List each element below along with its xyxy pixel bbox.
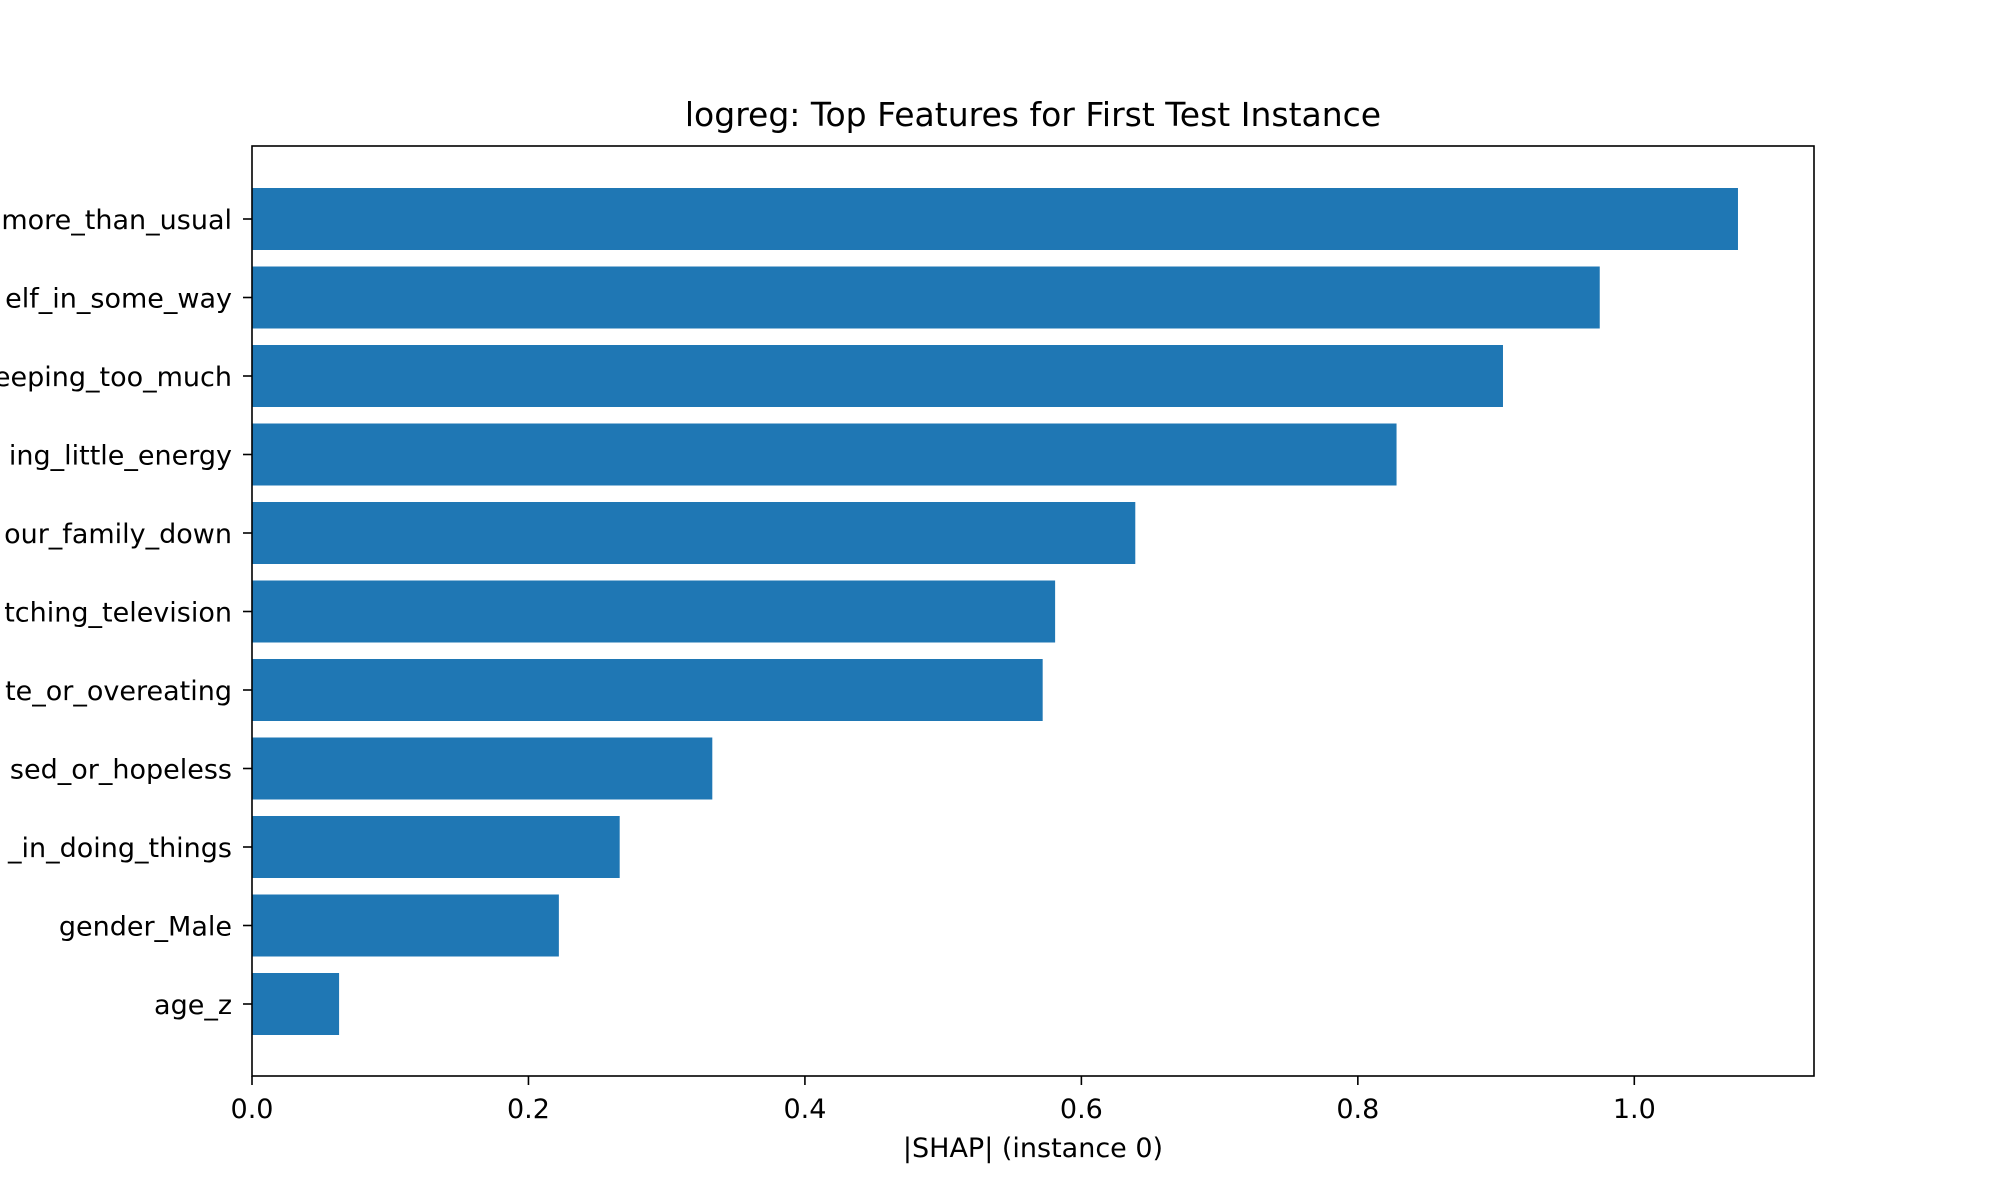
bar-8 [252, 816, 620, 878]
bar-7 [252, 737, 713, 800]
bar-3 [252, 423, 1397, 486]
plot-frame [251, 145, 1815, 1077]
y-tick-label-7: sed_or_hopeless [10, 755, 232, 786]
y-tick-label-8: _in_doing_things [7, 833, 232, 864]
y-tick-label-2: eeping_too_much [0, 362, 232, 393]
bar-1 [252, 266, 1600, 329]
y-tick-label-0: more_than_usual [1, 205, 232, 236]
y-tick-label-4: our_family_down [4, 519, 232, 550]
bar-5 [252, 580, 1056, 643]
bar-4 [252, 502, 1136, 564]
y-tick-label-5: tching_television [4, 598, 232, 629]
y-tick-label-3: ing_little_energy [9, 441, 232, 472]
y-tick-label-10: age_z [154, 990, 232, 1021]
x-tick-label-5: 1.0 [1613, 1094, 1656, 1125]
chart-title: logreg: Top Features for First Test Inst… [685, 95, 1381, 134]
bar-2 [252, 345, 1503, 407]
y-tick-label-6: te_or_overeating [5, 676, 232, 707]
x-tick-label-2: 0.4 [783, 1094, 826, 1125]
x-tick-label-3: 0.6 [1060, 1094, 1103, 1125]
x-tick-label-4: 0.8 [1336, 1094, 1379, 1125]
x-tick-label-1: 0.2 [507, 1094, 550, 1125]
y-tick-label-1: elf_in_some_way [5, 284, 232, 315]
bars-group [252, 188, 1738, 1035]
y-tick-label-9: gender_Male [59, 912, 232, 943]
x-tick-label-0: 0.0 [231, 1094, 274, 1125]
bar-9 [252, 894, 559, 957]
bar-0 [252, 188, 1738, 250]
x-axis-ticks: 0.0 0.2 0.4 0.6 0.8 1.0 [231, 1076, 1656, 1125]
y-axis-ticks: more_than_usual elf_in_some_way eeping_too… [0, 205, 252, 1021]
bar-10 [252, 973, 340, 1035]
bar-6 [252, 659, 1043, 721]
x-axis-label: |SHAP| (instance 0) [903, 1133, 1163, 1164]
